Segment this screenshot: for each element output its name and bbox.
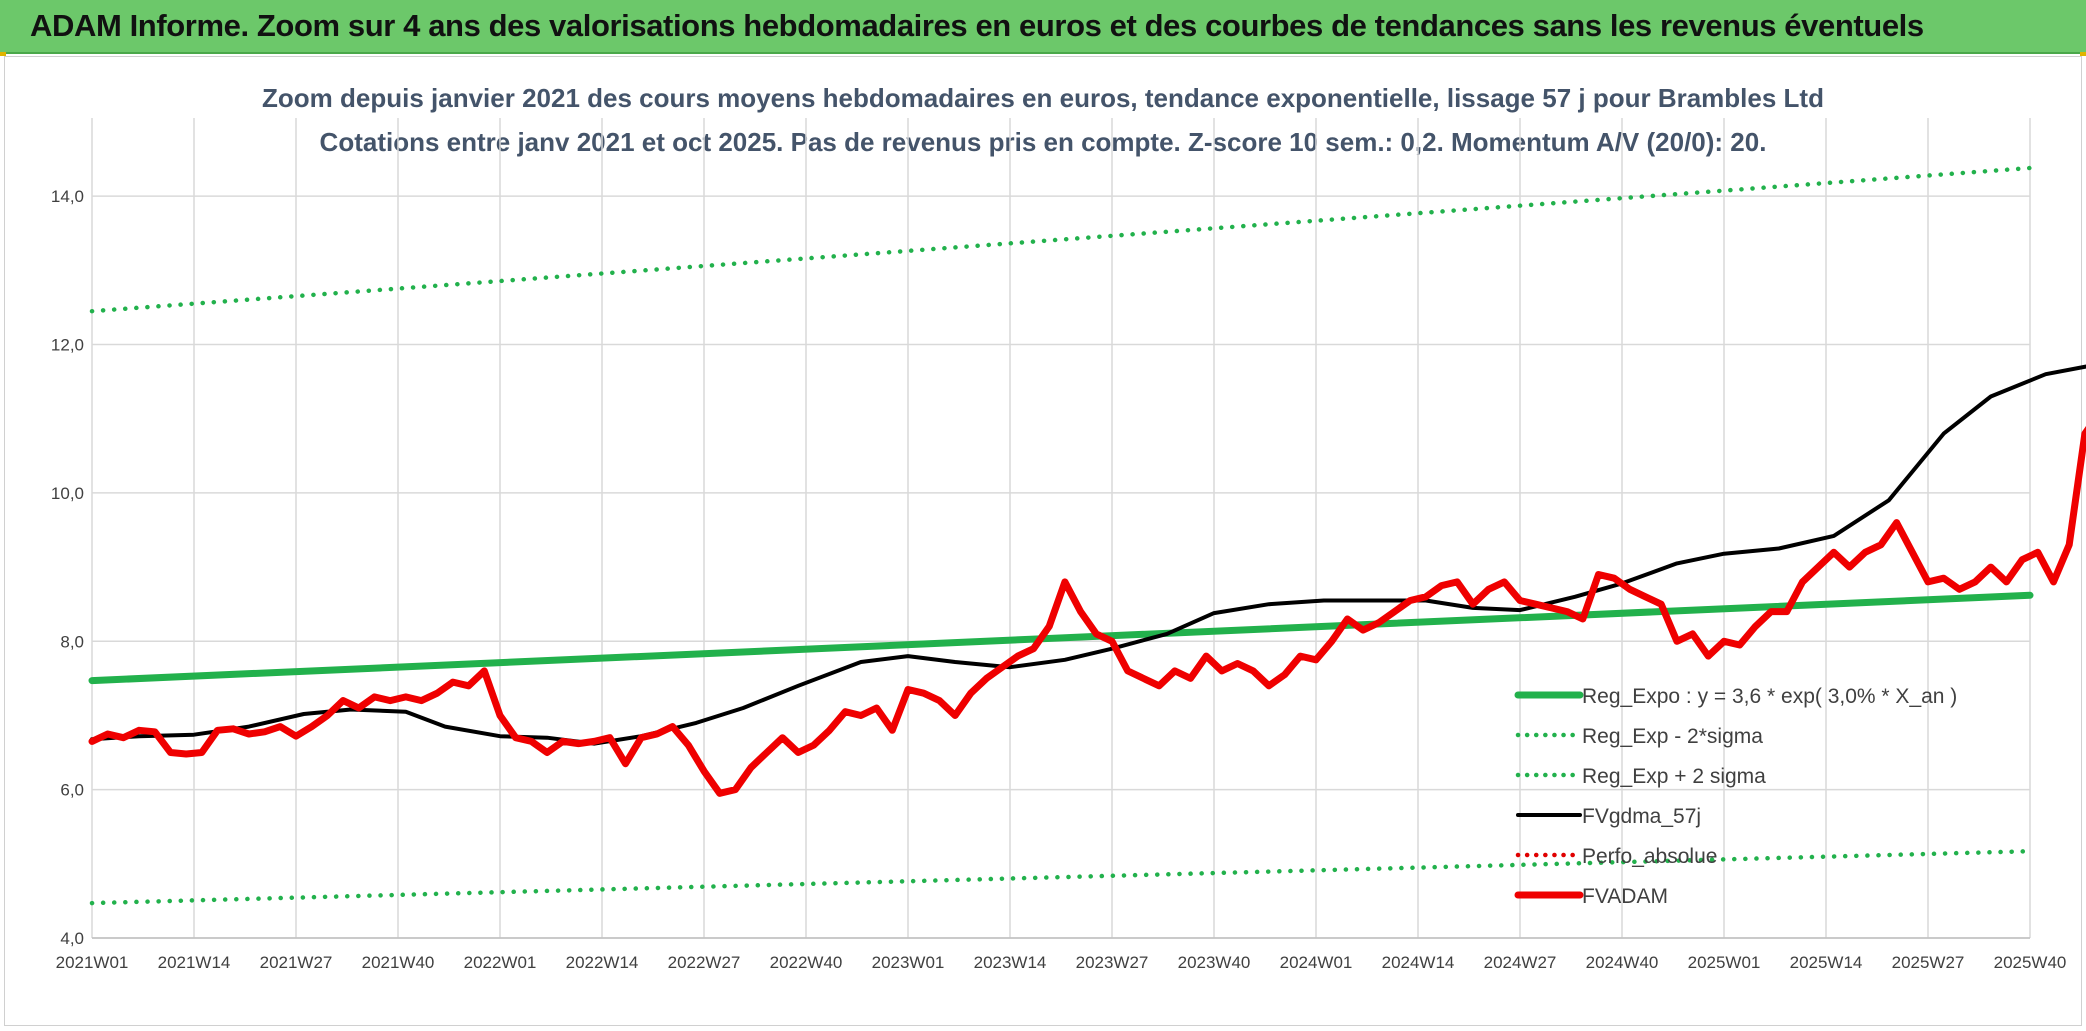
x-tick-label: 2021W01 [56, 953, 129, 972]
y-tick-label: 10,0 [51, 484, 84, 503]
legend-label: FVgdma_57j [1582, 805, 1701, 828]
series-line-2 [89, 165, 2033, 314]
x-tick-label: 2025W01 [1688, 953, 1761, 972]
x-tick-label: 2022W01 [464, 953, 537, 972]
series-line-0 [88, 591, 2034, 685]
x-tick-label: 2023W01 [872, 953, 945, 972]
y-tick-label: 8,0 [60, 632, 84, 651]
y-tick-label: 6,0 [60, 781, 84, 800]
x-tick-label: 2023W14 [974, 953, 1047, 972]
legend-label: FVADAM [1582, 885, 1668, 908]
x-tick-label: 2024W01 [1280, 953, 1353, 972]
series-line-1 [89, 848, 2033, 906]
axes: 4,0 6,0 8,0 10,0 12,0 14,0 2021W01 2021W14 2021W… [51, 187, 2066, 972]
legend: Reg_Expo : y = 3,6 * exp( 3,0% * X_an ) R… [1514, 685, 1957, 908]
x-tick-label: 2021W14 [158, 953, 231, 972]
x-tick-label: 2022W40 [770, 953, 843, 972]
plot-area [88, 165, 2086, 906]
legend-label: Reg_Expo : y = 3,6 * exp( 3,0% * X_an ) [1582, 685, 1957, 708]
x-tick-label: 2022W27 [668, 953, 741, 972]
x-tick-label: 2024W14 [1382, 953, 1455, 972]
x-tick-label: 2021W40 [362, 953, 435, 972]
corner-accent-right [2080, 52, 2086, 56]
series-line-3 [90, 364, 2086, 746]
banner-title: ADAM Informe. Zoom sur 4 ans des valoris… [30, 8, 1924, 43]
x-tick-label: 2024W27 [1484, 953, 1557, 972]
y-tick-label: 14,0 [51, 187, 84, 206]
chart-frame [4, 56, 2082, 1026]
x-tick-label: 2022W14 [566, 953, 639, 972]
x-tick-label: 2021W27 [260, 953, 333, 972]
banner: ADAM Informe. Zoom sur 4 ans des valoris… [0, 0, 2086, 54]
y-tick-label: 4,0 [60, 929, 84, 948]
chart-title: Zoom depuis janvier 2021 des cours moyen… [262, 83, 1824, 113]
legend-label: Reg_Exp + 2 sigma [1582, 765, 1766, 788]
x-tick-label: 2023W40 [1178, 953, 1251, 972]
x-tick-label: 2025W40 [1994, 953, 2067, 972]
series-line-5 [88, 425, 2086, 797]
x-tick-label: 2025W27 [1892, 953, 1965, 972]
legend-label: Reg_Exp - 2*sigma [1582, 725, 1763, 748]
y-tick-label: 12,0 [51, 336, 84, 355]
corner-accent-left [0, 52, 6, 56]
legend-label: Perfo_absolue [1582, 845, 1717, 868]
x-tick-label: 2025W14 [1790, 953, 1863, 972]
chart-subtitle: Cotations entre janv 2021 et oct 2025. P… [320, 127, 1767, 157]
gridlines [91, 118, 2031, 939]
x-tick-label: 2024W40 [1586, 953, 1659, 972]
x-tick-label: 2023W27 [1076, 953, 1149, 972]
